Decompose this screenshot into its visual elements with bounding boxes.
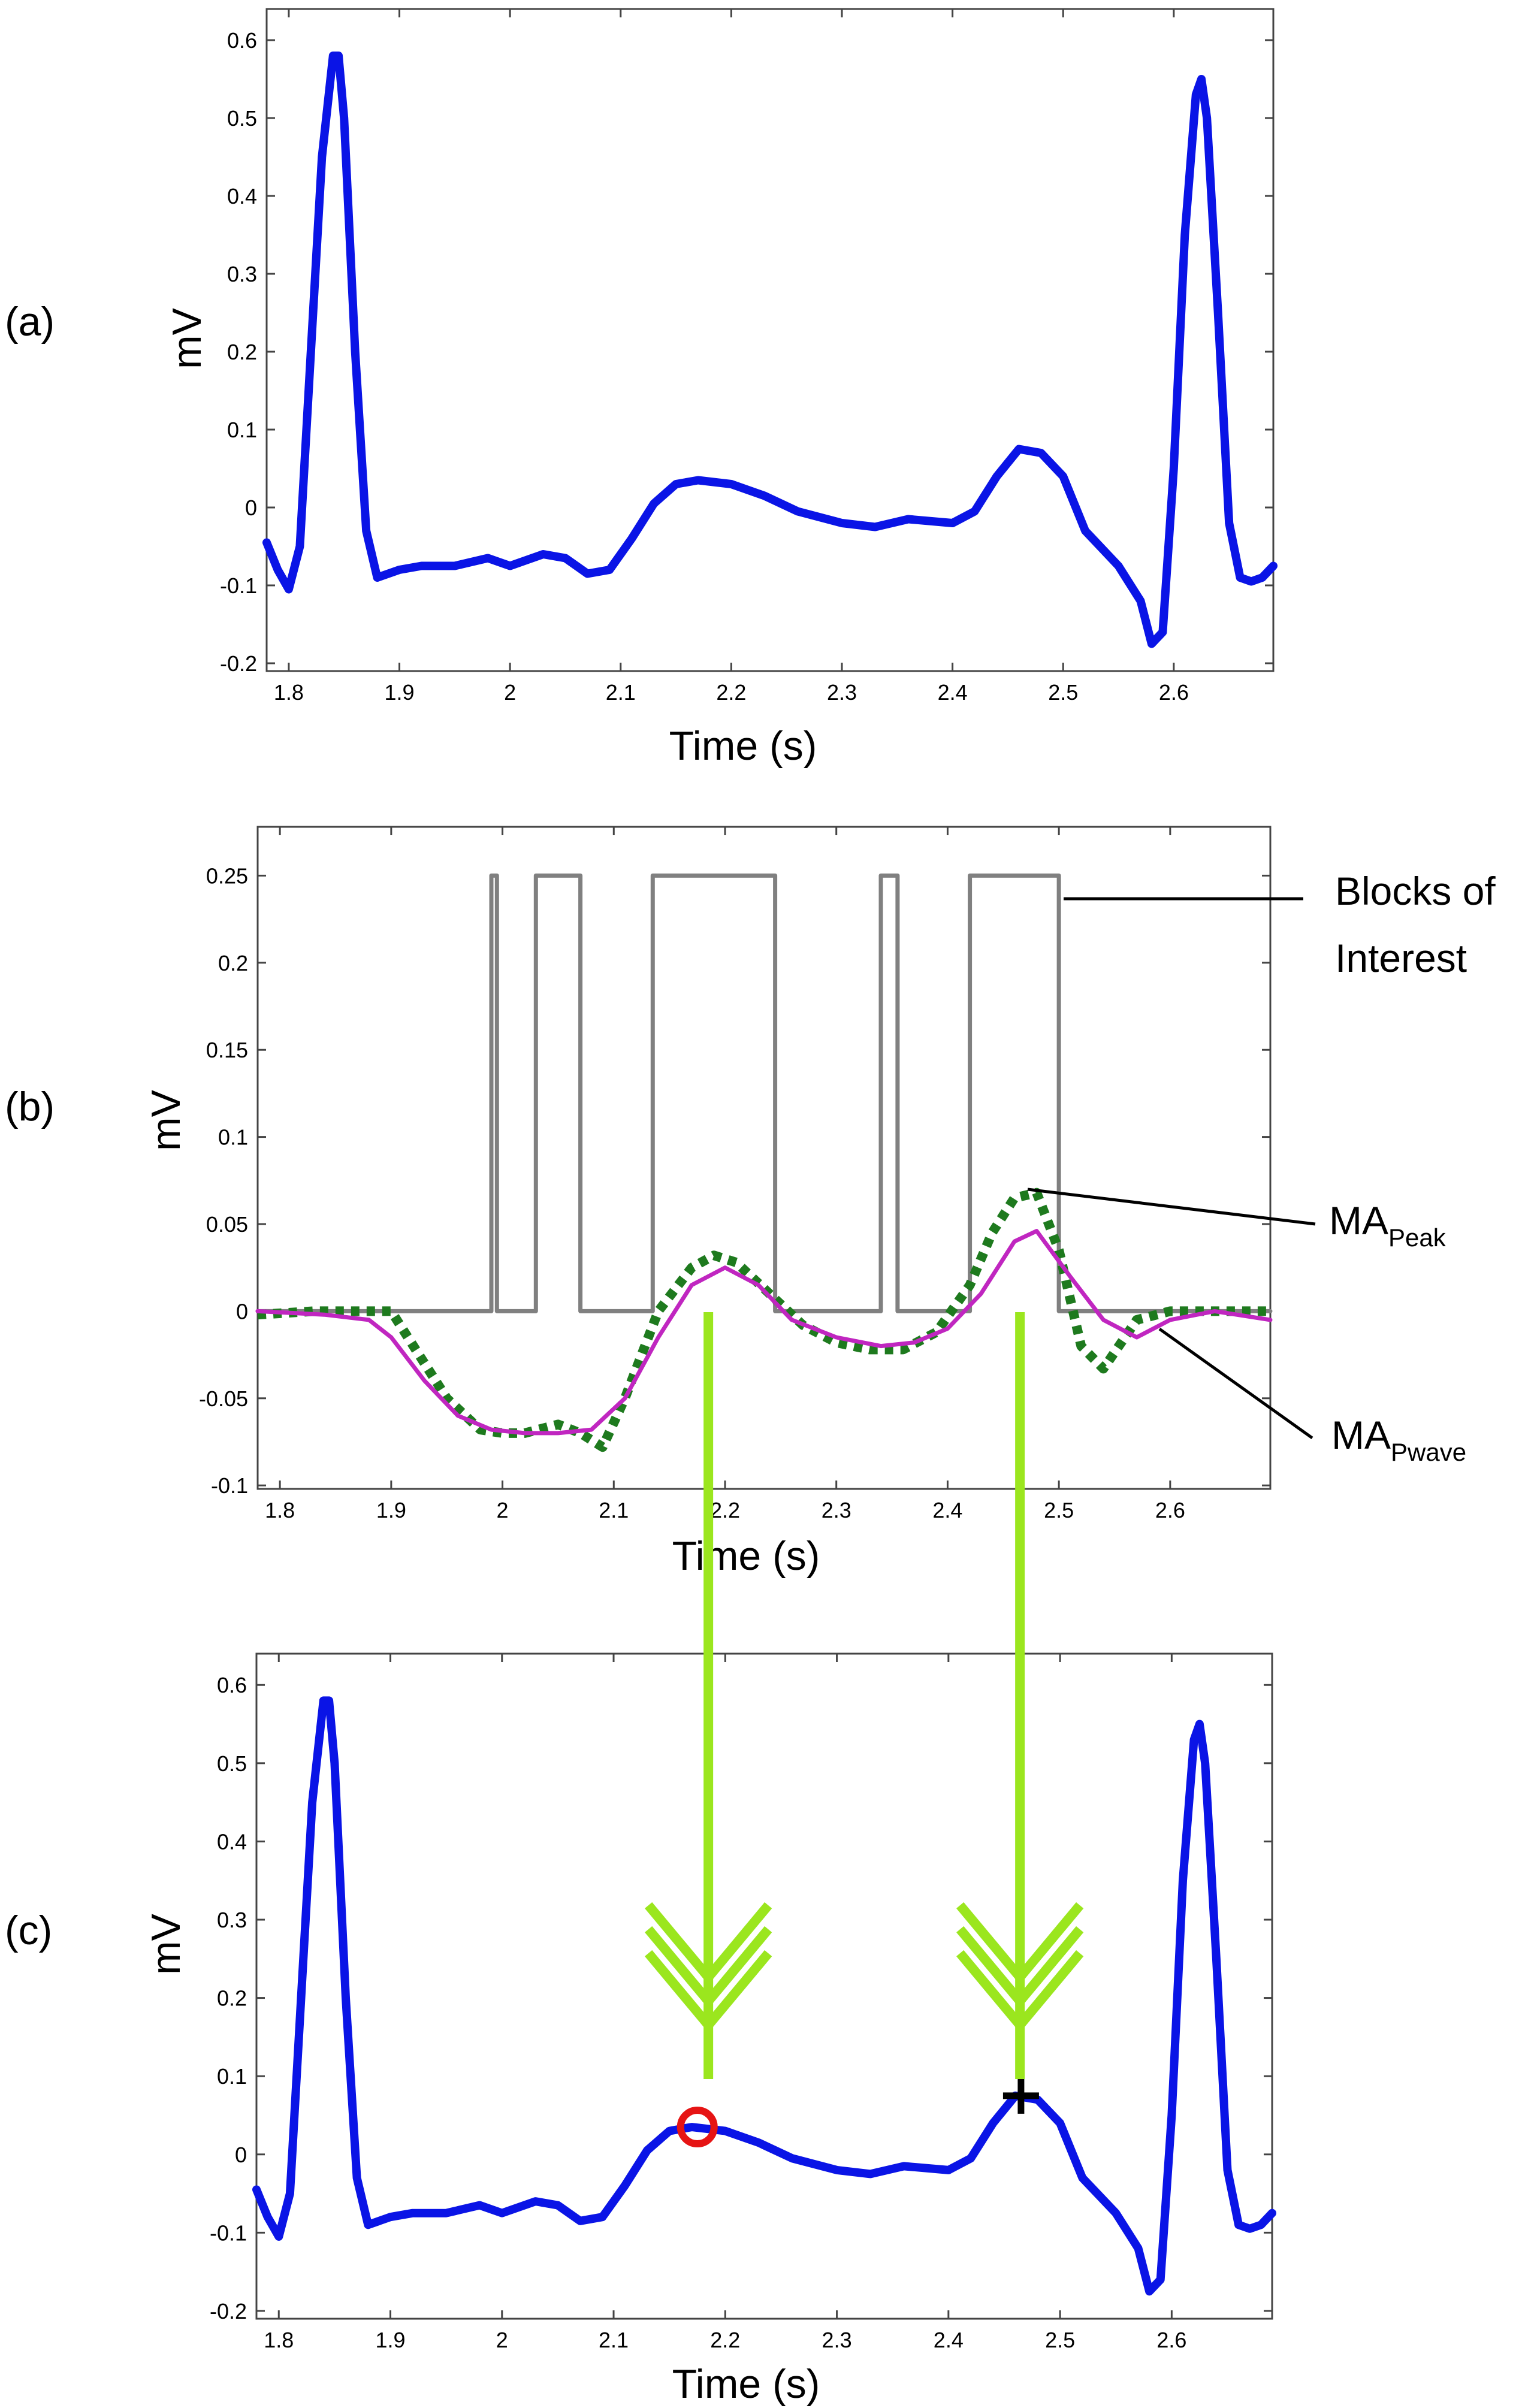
y-tick-label: -0.2 — [210, 2299, 247, 2324]
y-tick-label: 0.4 — [227, 184, 257, 209]
x-tick-label: 2.6 — [1156, 2328, 1186, 2352]
green-arrow-chevron — [956, 1926, 1084, 2009]
x-tick-label: 2.5 — [1044, 1498, 1074, 1522]
panel-label: (b) — [5, 1084, 55, 1129]
x-tick-label: 2.2 — [710, 2328, 740, 2352]
x-tick-label: 2.1 — [606, 680, 636, 705]
plot-frame — [255, 1652, 1273, 2320]
y-tick-label: 0.1 — [227, 418, 257, 442]
ma-peak-line — [257, 1188, 1270, 1452]
x-tick-label: 2.3 — [822, 2328, 852, 2352]
y-axis-label: mV — [164, 307, 210, 369]
y-tick-label: 0 — [245, 496, 257, 520]
y-tick-label: -0.1 — [210, 2220, 247, 2245]
y-tick-label: 0.1 — [218, 1125, 248, 1150]
green-arrow-chevron — [956, 1950, 1084, 2033]
green-arrow-chevron — [644, 1902, 772, 1985]
ma-pwave-line — [255, 1229, 1273, 1436]
x-tick-label: 1.8 — [274, 680, 304, 705]
x-axis-label: Time (s) — [672, 2361, 820, 2407]
x-tick-label: 2.1 — [599, 2328, 629, 2352]
x-tick-label: 1.8 — [265, 1498, 295, 1522]
y-tick-label: -0.1 — [220, 573, 257, 598]
y-tick-label: 0.1 — [217, 2064, 247, 2089]
blocks-of-interest-line — [255, 873, 1273, 1313]
x-tick-label: 2.5 — [1048, 680, 1078, 705]
x-tick-label: 2.6 — [1159, 680, 1189, 705]
y-axis-label: mV — [143, 1913, 189, 1975]
panel-a: (a) 1.8 1.9 2 2.1 2.2 2.3 2.4 2.5 2.6 -0.2 -0.1 0 0.… — [5, 8, 1278, 769]
x-axis-label: Time (s) — [672, 1533, 820, 1579]
green-arrow-chevron — [644, 1950, 772, 2033]
y-tick-label: 0.2 — [227, 340, 257, 364]
annotation-ma-peak: MAPeak — [1329, 1198, 1446, 1252]
arrows-layer — [644, 1312, 1084, 2079]
y-tick-label: -0.05 — [199, 1386, 248, 1411]
y-tick-label: 0 — [235, 2143, 247, 2167]
x-axis-label: Time (s) — [669, 723, 817, 769]
annotation-ma-peak-main: MA — [1329, 1198, 1388, 1243]
y-tick-label: 0.5 — [227, 106, 257, 131]
x-tick-label: 2 — [496, 2328, 508, 2352]
annotation-blocks-of-interest-2: Interest — [1335, 936, 1467, 980]
x-tick-label: 2.4 — [938, 680, 968, 705]
plot-frame — [256, 826, 1272, 1490]
y-tick-label: 0.3 — [217, 1908, 247, 1932]
annotation-ma-peak-sub: Peak — [1388, 1223, 1446, 1252]
x-tick-label: 2.5 — [1045, 2328, 1075, 2352]
x-tick-label: 1.9 — [375, 2328, 405, 2352]
y-tick-label: 0.5 — [217, 1751, 247, 1776]
y-tick-label: 0.6 — [217, 1673, 247, 1697]
ecg-signal-line — [252, 1696, 1276, 2296]
x-tick-label: 2.2 — [710, 1498, 740, 1522]
annotation-blocks-line1: Blocks of — [1335, 869, 1496, 913]
annotation-blocks-of-interest: Blocks of — [1335, 869, 1496, 913]
annotation-blocks-line2: Interest — [1335, 936, 1467, 980]
x-tick-label: 2.3 — [822, 1498, 851, 1522]
x-tick-label: 2.1 — [599, 1498, 629, 1522]
x-tick-label: 2.4 — [932, 1498, 962, 1522]
green-arrow-chevron — [644, 1926, 772, 2009]
y-tick-label: 0.6 — [227, 28, 257, 53]
x-tick-label: 2 — [504, 680, 516, 705]
x-tick-label: 2.2 — [716, 680, 746, 705]
x-tick-label: 2.6 — [1155, 1498, 1185, 1522]
panel-label: (a) — [5, 299, 55, 345]
y-tick-label: 0.2 — [217, 1986, 247, 2011]
panel-label: (c) — [5, 1908, 52, 1953]
red-circle-marker — [677, 2107, 718, 2148]
panel-b: (b) 1.8 1.9 2 2.1 2.2 2.3 2.4 2.5 2.6 -0.1 -0.05 0 0… — [5, 826, 1496, 1579]
annotation-ma-pwave-sub: Pwave — [1391, 1438, 1466, 1466]
y-tick-label: 0.15 — [206, 1038, 248, 1062]
x-tick-label: 1.9 — [385, 680, 415, 705]
green-arrow-chevron — [956, 1902, 1084, 1985]
x-tick-label: 1.9 — [376, 1498, 406, 1522]
y-tick-label: 0.4 — [217, 1829, 247, 1854]
y-tick-label: -0.1 — [211, 1473, 248, 1498]
annotation-line-mapwave — [1158, 1327, 1313, 1440]
annotation-ma-pwave-main: MA — [1331, 1413, 1391, 1457]
y-tick-label: 0.05 — [206, 1212, 248, 1237]
annotation-line-mapeak — [1027, 1188, 1316, 1226]
ecg-signal-line — [262, 52, 1278, 648]
x-tick-label: 2.3 — [827, 680, 857, 705]
y-axis-label: mV — [143, 1089, 189, 1151]
annotation-ma-pwave: MAPwave — [1331, 1413, 1466, 1466]
y-tick-label: 0 — [236, 1299, 248, 1324]
x-tick-label: 2 — [497, 1498, 509, 1522]
y-tick-label: 0.25 — [206, 863, 248, 888]
y-tick-label: -0.2 — [220, 651, 257, 676]
y-tick-label: 0.2 — [218, 951, 248, 975]
plot-frame — [265, 8, 1275, 672]
y-tick-label: 0.3 — [227, 262, 257, 286]
panel-c: (c) 1.8 1.9 2 2.1 2.2 2.3 2.4 2.5 2.6 -0.2 -0.1 0 0.… — [5, 1652, 1276, 2407]
x-tick-label: 1.8 — [264, 2328, 294, 2352]
x-tick-label: 2.4 — [934, 2328, 964, 2352]
